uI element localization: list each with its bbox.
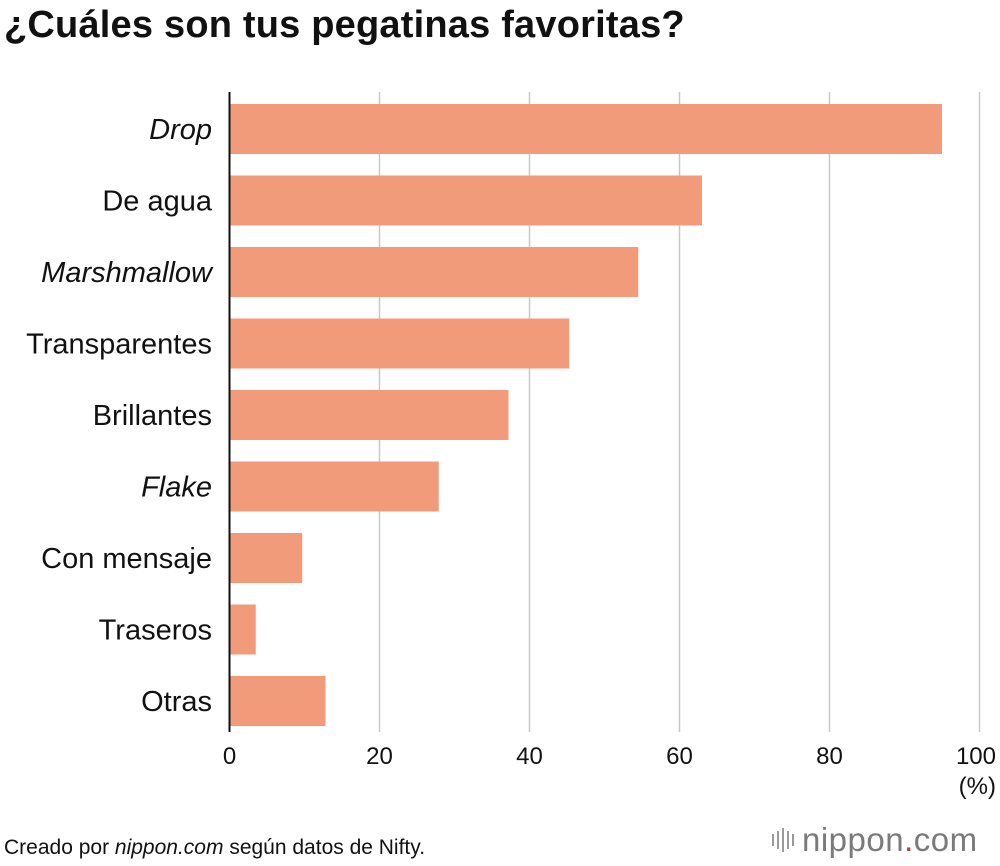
bar [229,318,570,369]
x-tick-label: 60 [666,743,693,770]
chart-title: ¿Cuáles son tus pegatinas favoritas? [4,4,685,46]
bar [229,461,439,512]
bar [229,247,639,297]
category-label: Traseros [99,615,212,647]
x-tick-labels: 0 20 40 60 80 100 [223,743,996,770]
category-label: De agua [102,186,213,218]
source-site: nippon.com [114,836,224,859]
bar [229,604,256,655]
x-tick-label: 100 [956,743,996,770]
category-labels: Drop De agua Marshmallow Transparentes Brill… [26,114,214,718]
logo-tld: com [913,821,978,858]
bar [229,175,702,226]
category-label: Drop [149,114,212,146]
source-note: Creado por nippon.com según datos de Nif… [4,836,425,860]
bar [229,676,326,726]
x-tick-label: 20 [366,743,393,770]
category-label: Marshmallow [41,257,214,289]
x-unit-label: (%) [959,773,996,800]
category-label: Transparentes [26,329,212,361]
source-prefix: Creado por [4,836,115,859]
nippon-logo[interactable]: nippon.com [772,818,978,862]
bars [229,104,942,726]
bar [229,390,509,440]
logo-name: nippon [802,821,905,858]
source-suffix: según datos de Nifty. [223,836,426,859]
nippon-bars-icon [772,828,794,852]
x-tick-label: 0 [223,743,236,770]
category-label: Otras [141,686,212,718]
category-label: Flake [141,472,212,504]
x-tick-label: 40 [516,743,543,770]
bar [229,104,942,154]
x-tick-label: 80 [816,743,843,770]
bar [229,533,303,583]
category-label: Con mensaje [41,543,212,575]
category-label: Brillantes [93,400,212,432]
logo-dot: . [904,821,914,858]
logo-wordmark: nippon.com [802,821,978,859]
